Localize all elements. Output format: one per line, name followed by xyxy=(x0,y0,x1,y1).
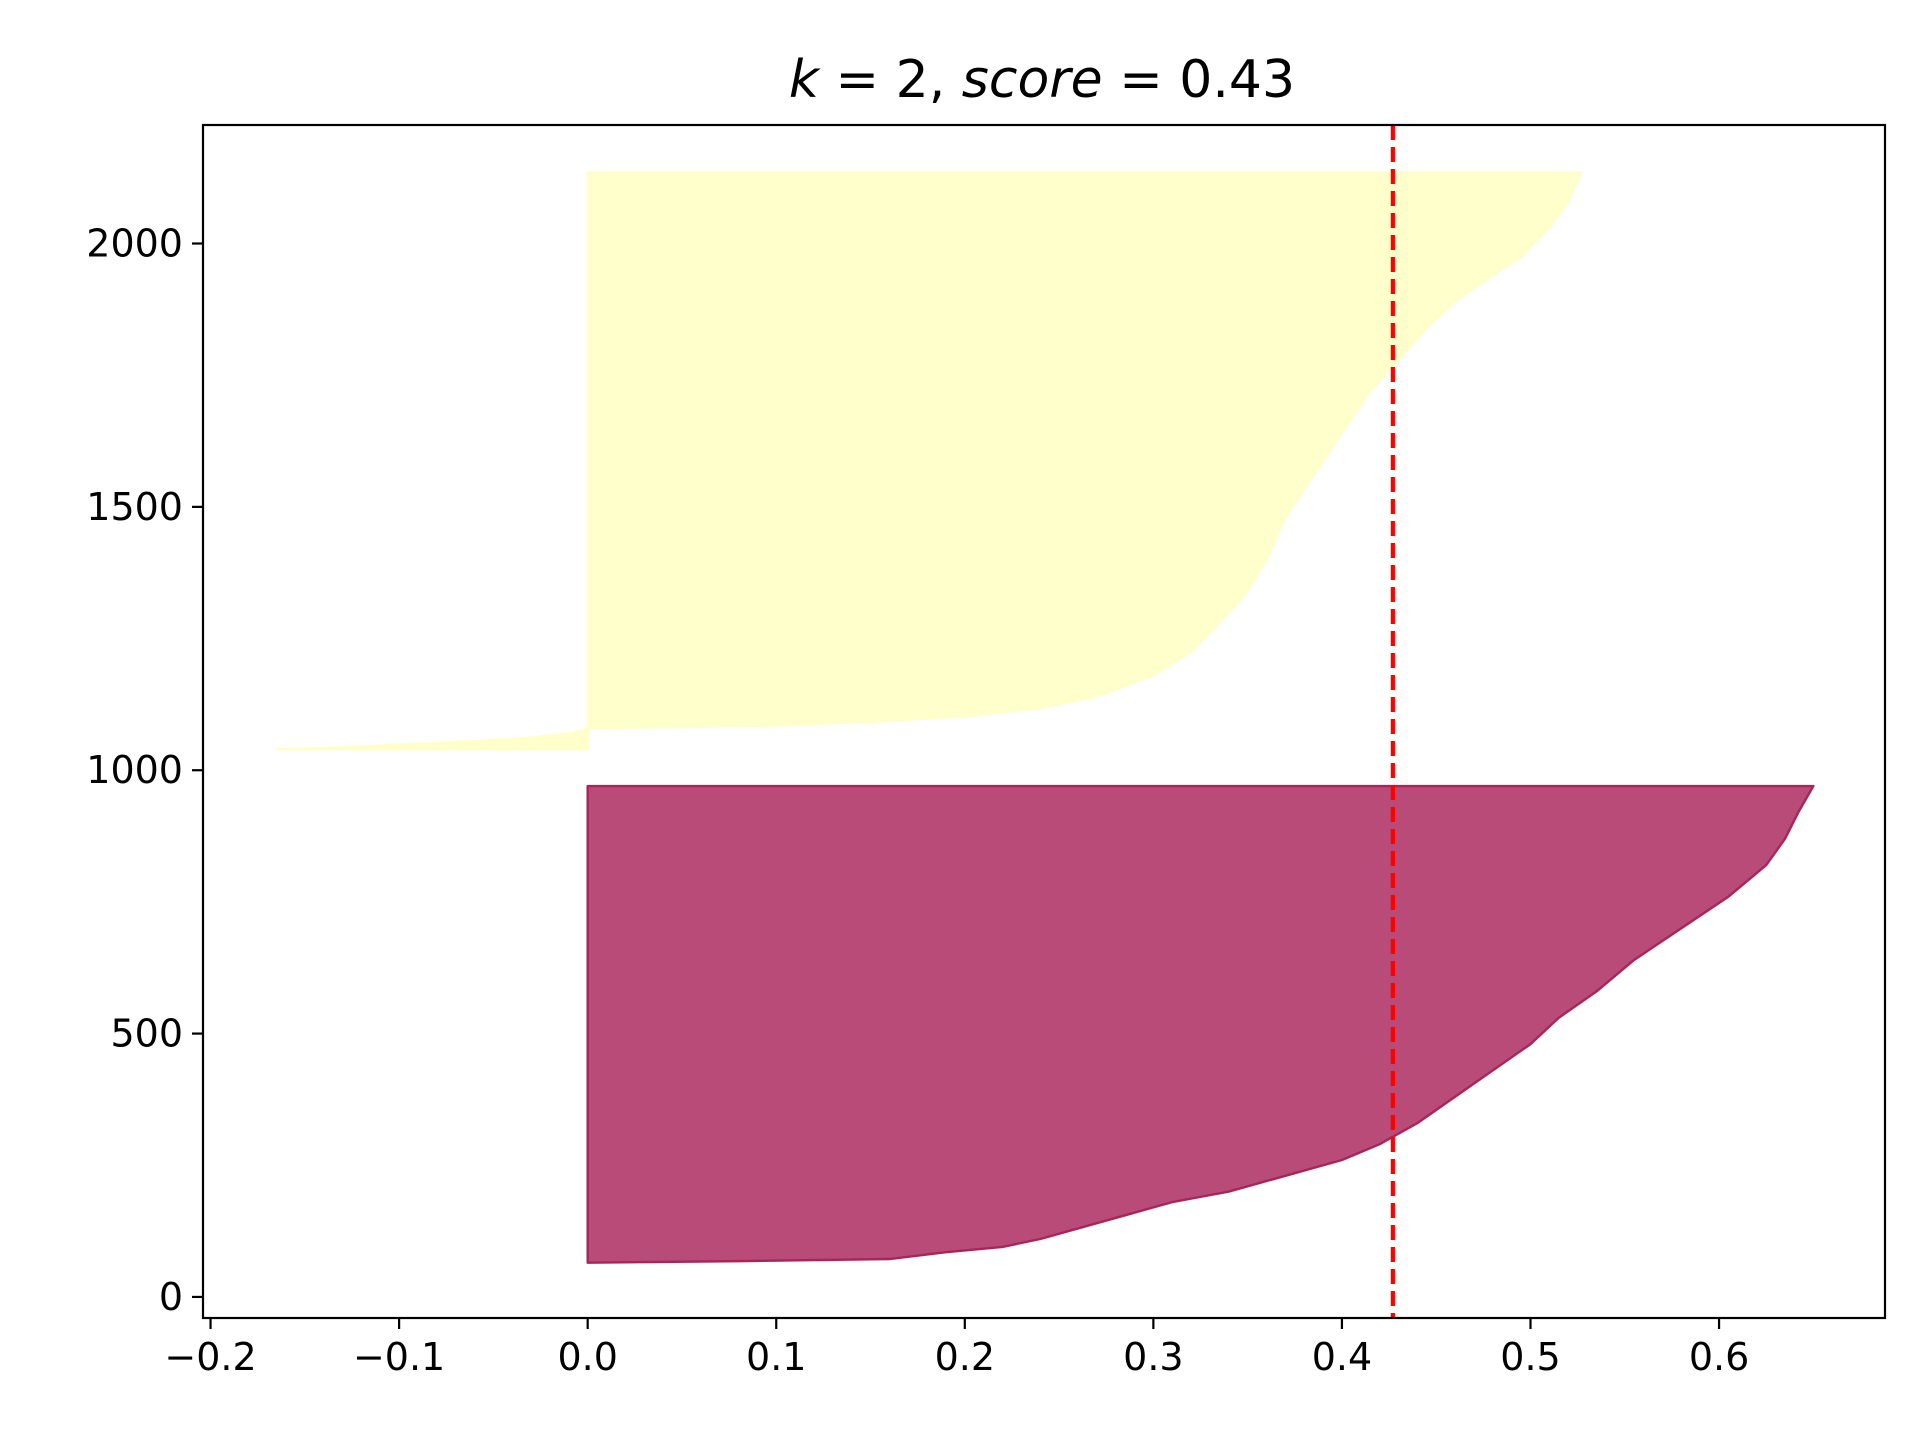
x-tick-label: 0.2 xyxy=(935,1335,995,1379)
y-tick-label: 1000 xyxy=(86,748,183,792)
chart-title: k = 2, score = 0.43 xyxy=(789,50,1295,110)
title-score-value: = 0.43 xyxy=(1103,50,1295,110)
series-layer xyxy=(275,171,1815,1264)
y-tick-label: 2000 xyxy=(86,222,183,266)
y-axis: 0 500 1000 1500 2000 xyxy=(86,222,203,1319)
x-axis: −0.2 −0.1 0.0 0.1 0.2 0.3 0.4 0.5 0.6 xyxy=(164,1318,1749,1379)
x-tick-label: 0.0 xyxy=(557,1335,617,1379)
silhouette-area-cluster-1 xyxy=(275,171,1583,751)
silhouette-area-cluster-0 xyxy=(586,784,1815,1264)
title-k-value: = 2, xyxy=(819,50,962,110)
x-tick-label: 0.5 xyxy=(1500,1335,1560,1379)
title-k-variable: k xyxy=(789,50,821,110)
x-tick-label: 0.3 xyxy=(1123,1335,1183,1379)
x-tick-label: −0.1 xyxy=(353,1335,445,1379)
y-tick-label: 1500 xyxy=(86,485,183,529)
title-score-variable: score xyxy=(962,50,1103,110)
x-tick-label: 0.6 xyxy=(1689,1335,1749,1379)
plot-frame xyxy=(201,123,1887,1320)
x-tick-label: 0.4 xyxy=(1312,1335,1372,1379)
x-tick-label: 0.1 xyxy=(746,1335,806,1379)
y-tick-label: 0 xyxy=(159,1275,183,1319)
x-tick-label: −0.2 xyxy=(164,1335,256,1379)
y-tick-label: 500 xyxy=(110,1012,183,1056)
